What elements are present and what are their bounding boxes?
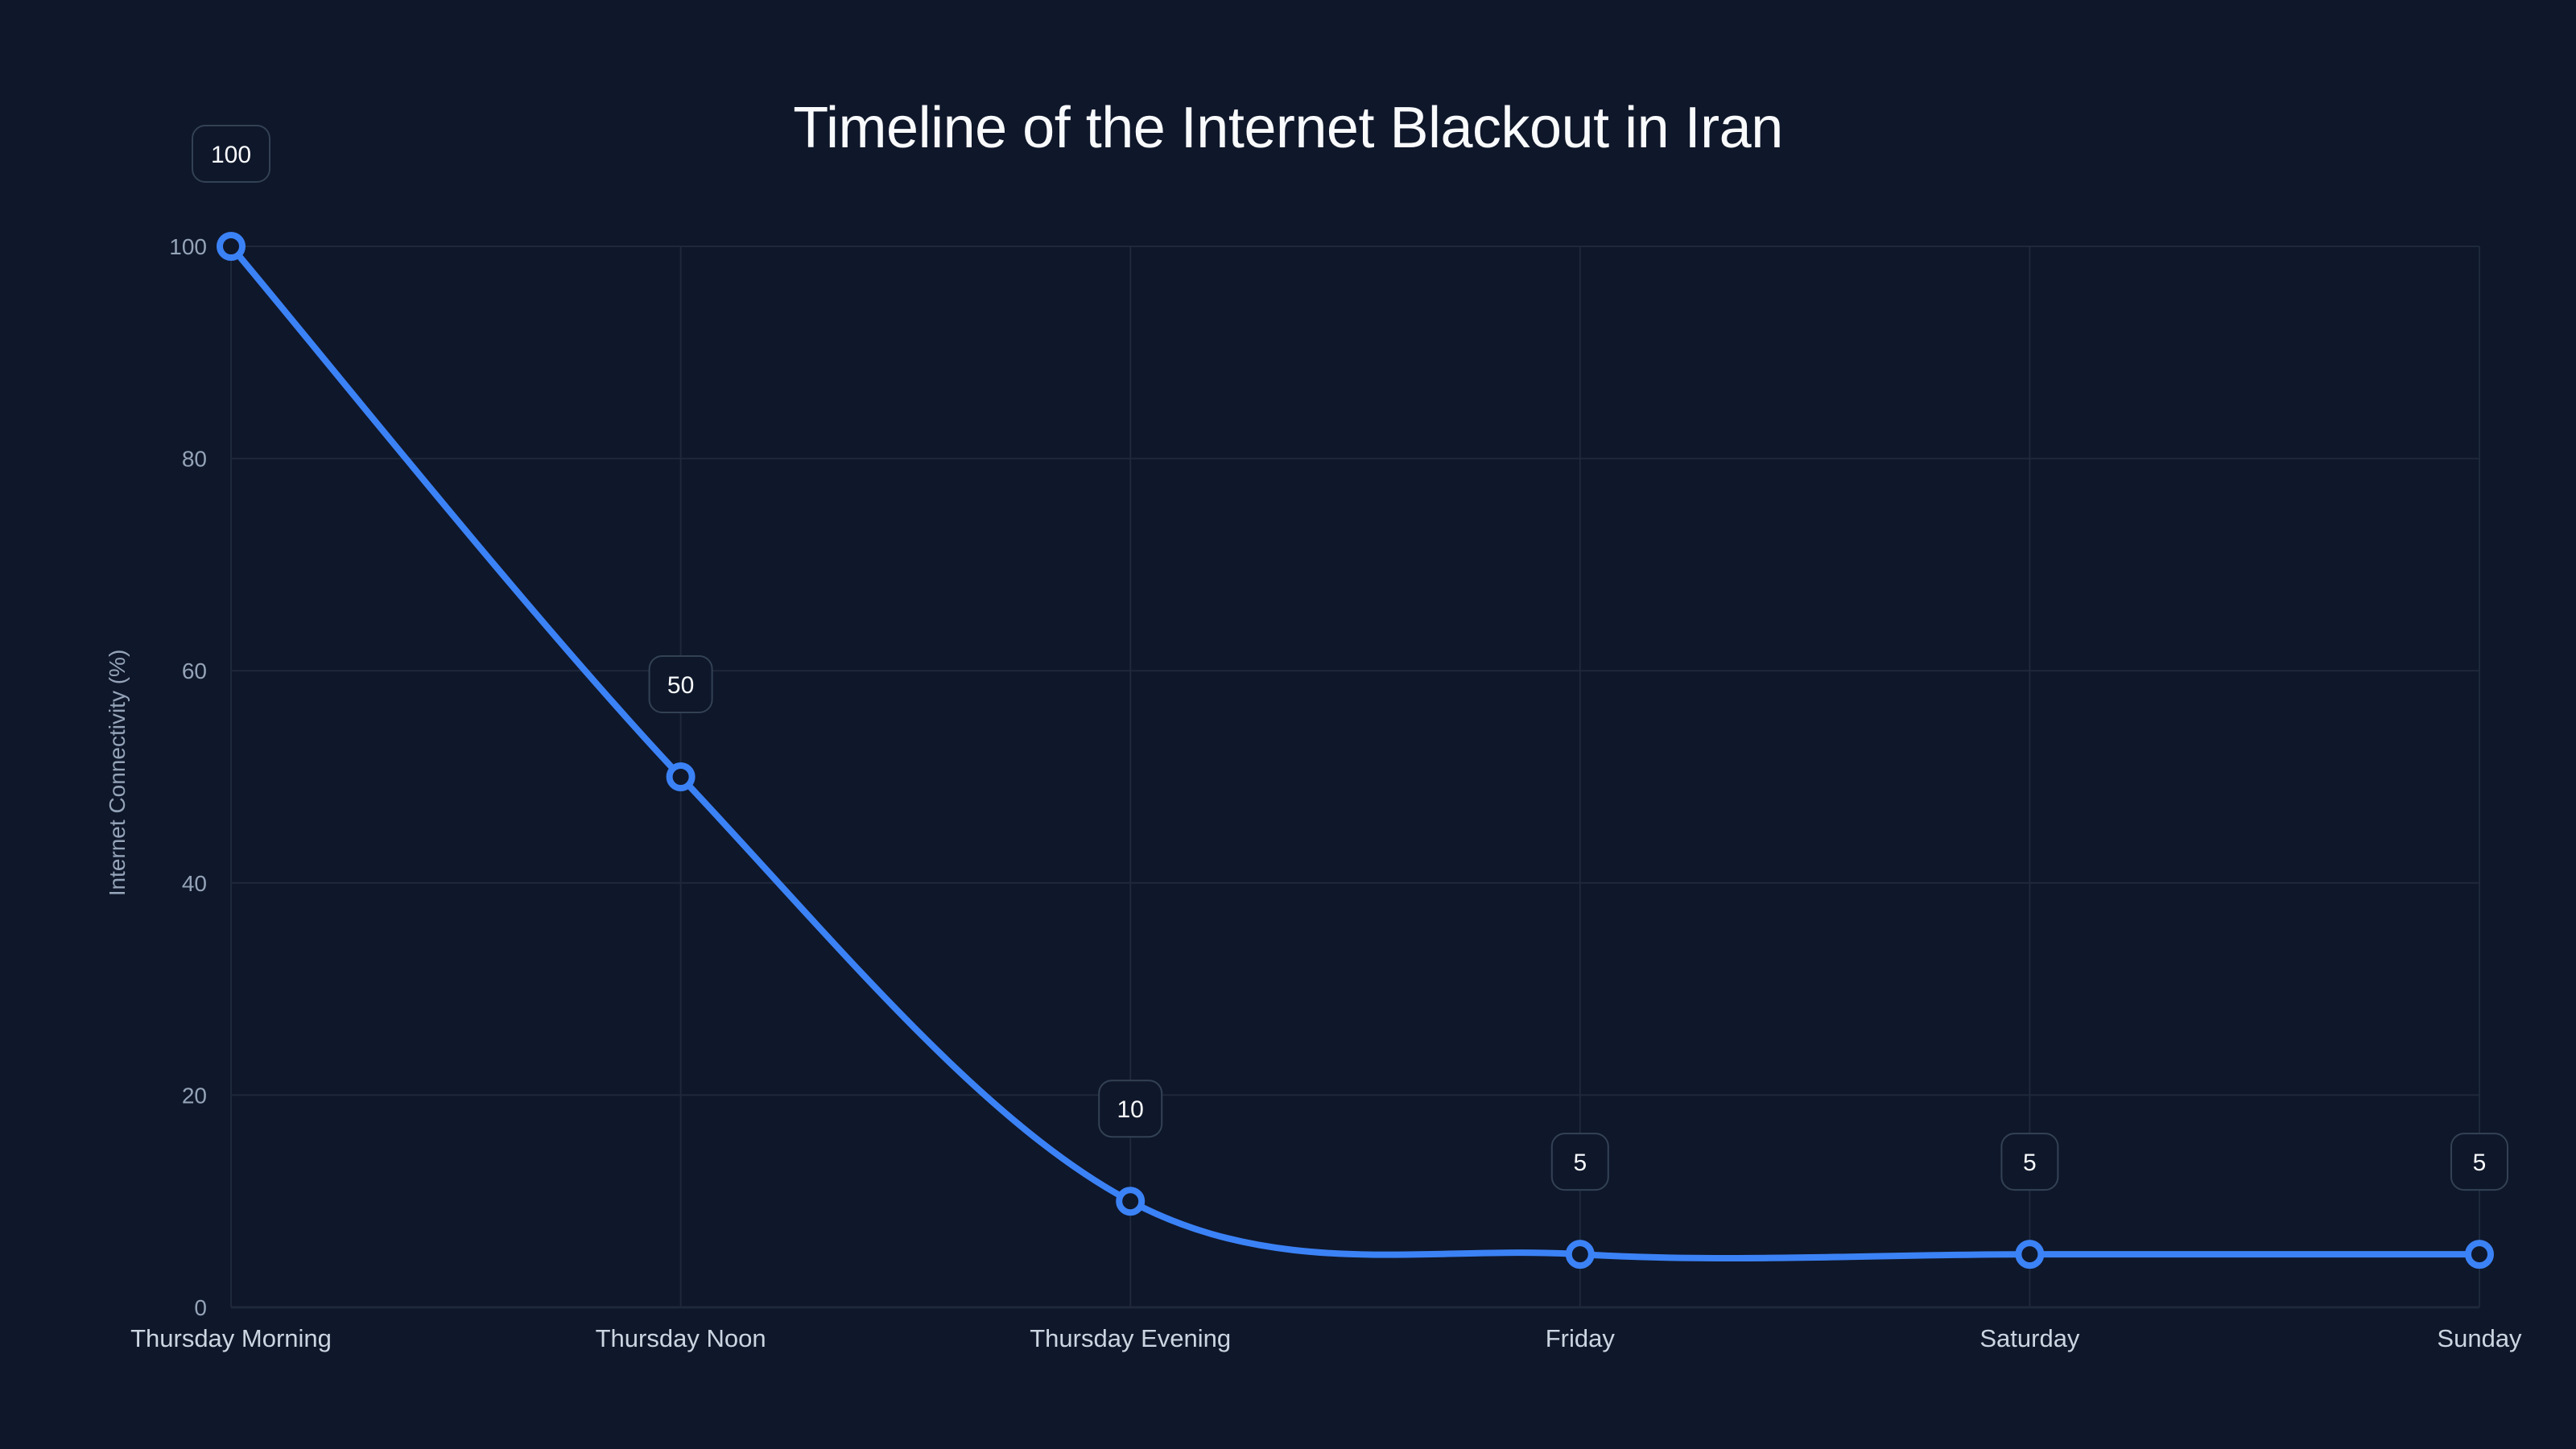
y-tick-label: 80 [182, 447, 207, 472]
grid-lines [230, 246, 2480, 1309]
y-tick-label: 0 [194, 1295, 207, 1320]
data-point-marker [1565, 1240, 1595, 1269]
y-tick-label: 20 [182, 1083, 207, 1108]
data-label-value: 5 [2473, 1150, 2487, 1176]
data-label-value: 5 [2023, 1150, 2037, 1176]
y-tick-label: 40 [182, 871, 207, 896]
x-tick-label: Friday [1546, 1324, 1616, 1352]
data-point-marker [666, 762, 696, 791]
data-point-marker [2465, 1240, 2494, 1269]
data-point-marker [2015, 1240, 2045, 1269]
x-tick-label: Thursday Evening [1030, 1324, 1231, 1352]
data-label-box [648, 655, 713, 713]
chart-title: Timeline of the Internet Blackout in Ira… [793, 96, 1783, 160]
data-labels: 100 50 10 5 5 5 [192, 125, 2508, 1191]
data-label-box [192, 125, 270, 183]
data-label-value: 100 [211, 142, 251, 168]
data-label-box [2000, 1133, 2059, 1191]
x-tick-label: Saturday [1979, 1324, 2080, 1352]
data-point-marker [217, 232, 246, 261]
data-point-marker [1116, 1187, 1146, 1216]
data-label-value: 10 [1117, 1096, 1144, 1123]
data-label-box [2450, 1133, 2508, 1191]
data-label-value: 5 [1573, 1150, 1587, 1176]
data-label-box [1550, 1133, 1609, 1191]
x-tick-label: Thursday Noon [596, 1324, 766, 1352]
x-axis-ticks: Thursday Morning Thursday Noon Thursday Ev… [130, 1324, 2522, 1352]
data-points [217, 232, 2494, 1269]
y-tick-label: 60 [182, 658, 207, 683]
y-axis-ticks: 0 20 40 60 80 100 [169, 234, 207, 1320]
x-tick-label: Sunday [2437, 1324, 2522, 1352]
series-line [228, 243, 2483, 1261]
x-tick-label: Thursday Morning [130, 1324, 332, 1352]
y-tick-label: 100 [169, 234, 207, 259]
data-label-value: 50 [667, 672, 694, 699]
data-label-box [1098, 1080, 1163, 1138]
